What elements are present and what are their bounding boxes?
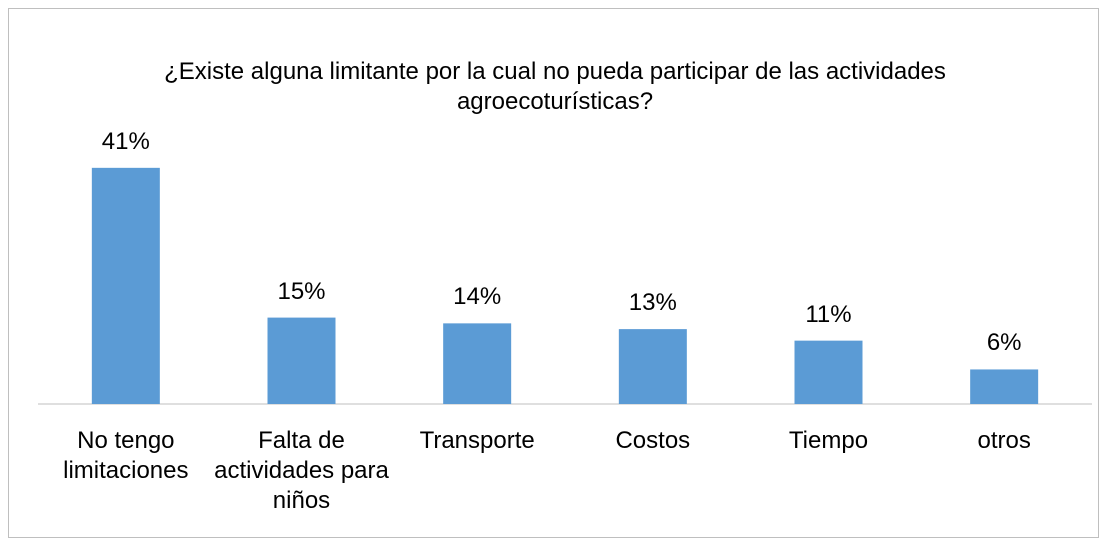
x-tick-label: Costos <box>615 427 691 454</box>
bar <box>970 369 1039 404</box>
bar <box>443 323 512 404</box>
x-tick-label: otros <box>977 427 1031 454</box>
x-tick-label: Transporte <box>419 427 535 454</box>
bar <box>267 317 336 404</box>
bar <box>794 340 863 404</box>
value-label: 13% <box>628 289 677 317</box>
value-label: 11% <box>805 300 852 328</box>
value-label: 14% <box>453 283 502 311</box>
bar <box>91 167 160 404</box>
x-tick-label: Falta de actividades para niños <box>214 427 389 514</box>
x-tick-label: Tiempo <box>788 427 869 454</box>
x-tick-label: No tengo limitaciones <box>63 427 189 484</box>
bar <box>618 329 687 404</box>
value-label: 41% <box>101 127 150 155</box>
value-label: 15% <box>277 277 326 305</box>
chart-title: ¿Existe alguna limitante por la cual no … <box>164 58 946 115</box>
value-label: 6% <box>986 329 1022 357</box>
